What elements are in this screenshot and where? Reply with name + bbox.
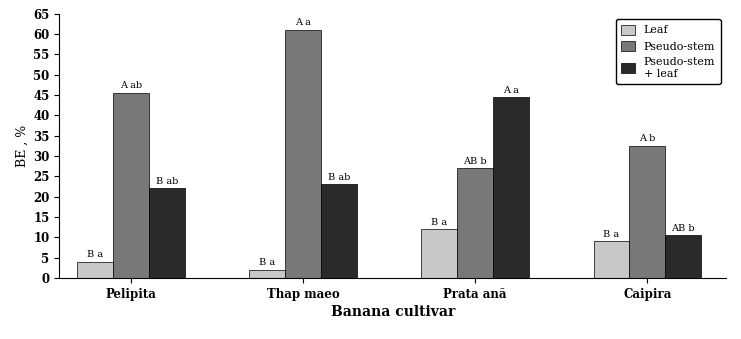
Text: AB b: AB b <box>463 157 487 166</box>
Bar <box>629 146 665 278</box>
Text: B a: B a <box>431 218 448 227</box>
Text: A a: A a <box>503 85 519 95</box>
Bar <box>457 168 493 278</box>
Text: B ab: B ab <box>328 173 350 182</box>
Bar <box>113 93 149 278</box>
Text: B a: B a <box>87 250 103 259</box>
Bar <box>249 270 285 278</box>
Text: AB b: AB b <box>671 224 695 233</box>
Text: A b: A b <box>639 134 656 143</box>
Legend: Leaf, Pseudo-stem, Pseudo-stem
+ leaf: Leaf, Pseudo-stem, Pseudo-stem + leaf <box>616 19 721 84</box>
Text: A ab: A ab <box>120 81 142 91</box>
Bar <box>493 97 529 278</box>
Bar <box>149 188 185 278</box>
Text: B ab: B ab <box>156 177 178 186</box>
Text: A a: A a <box>295 18 311 27</box>
Text: B a: B a <box>259 258 276 267</box>
Bar <box>321 184 357 278</box>
X-axis label: Banana cultivar: Banana cultivar <box>330 305 455 319</box>
Bar <box>77 262 113 278</box>
Text: B a: B a <box>603 230 619 239</box>
Bar <box>285 30 321 278</box>
Bar <box>665 235 701 278</box>
Bar <box>422 229 457 278</box>
Bar <box>594 241 629 278</box>
Y-axis label: BE , %: BE , % <box>16 125 29 167</box>
